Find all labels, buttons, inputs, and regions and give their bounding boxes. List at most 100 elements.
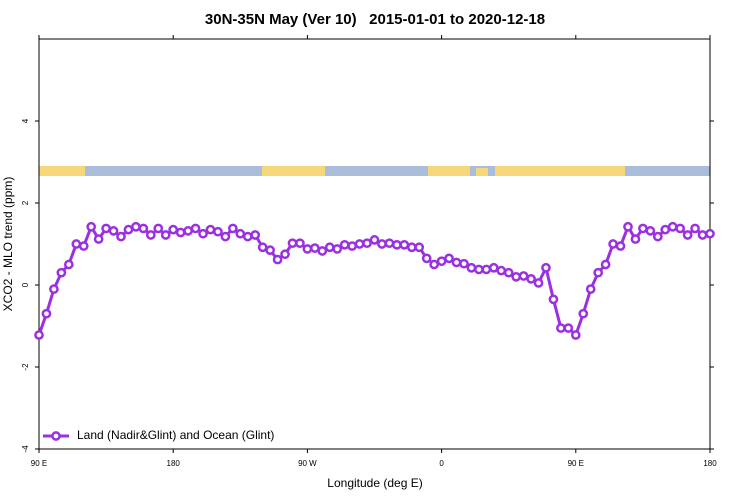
- data-point: [160, 230, 171, 240]
- data-point: [429, 259, 439, 270]
- data-point: [459, 258, 469, 269]
- data-point: [675, 223, 686, 234]
- x-axis-label: Longitude (deg E): [327, 476, 422, 490]
- data-point: [705, 228, 715, 239]
- data-point: [242, 231, 253, 242]
- data-point: [354, 239, 365, 249]
- plot-frame: [38, 38, 711, 450]
- data-point: [399, 239, 410, 250]
- data-point: [49, 284, 59, 294]
- y-axis-label: XCO2 - MLO trend (ppm): [1, 177, 15, 312]
- data-point: [287, 238, 298, 249]
- data-point: [466, 262, 477, 273]
- data-point: [645, 226, 656, 236]
- data-point: [153, 223, 164, 234]
- data-point: [436, 256, 447, 267]
- data-point: [474, 264, 484, 275]
- data-point: [488, 262, 499, 273]
- data-point: [667, 221, 678, 232]
- data-point: [414, 242, 425, 253]
- data-point: [205, 224, 216, 235]
- data-point: [317, 246, 328, 256]
- x-tick-label: 90 W: [298, 459, 317, 468]
- data-point: [34, 330, 44, 340]
- data-point: [78, 241, 89, 251]
- data-point: [630, 234, 641, 244]
- data-point: [347, 241, 357, 251]
- data-point: [168, 224, 179, 235]
- x-tick-label: 90 E: [31, 459, 47, 468]
- data-point: [608, 239, 618, 249]
- data-point: [310, 243, 320, 253]
- data-point: [41, 308, 52, 319]
- data-point: [369, 235, 380, 245]
- data-point: [250, 230, 261, 240]
- data-point: [131, 221, 141, 232]
- data-point: [518, 271, 529, 281]
- data-point: [190, 223, 201, 234]
- data-point: [198, 228, 208, 239]
- data-point: [108, 226, 119, 236]
- data-point: [697, 230, 708, 240]
- data-point: [541, 262, 551, 273]
- legend-marker: [51, 431, 61, 441]
- y-tick-label: 4: [21, 118, 30, 123]
- y-tick-label: -4: [21, 445, 30, 453]
- data-point: [563, 323, 574, 333]
- data-point: [682, 230, 693, 240]
- data-point: [444, 253, 454, 264]
- data-point: [138, 223, 149, 234]
- data-point: [503, 267, 514, 278]
- y-tick-label: -2: [21, 363, 30, 371]
- data-point: [615, 241, 626, 251]
- legend-label: Land (Nadir&Glint) and Ocean (Glint): [77, 428, 274, 442]
- data-point: [362, 238, 372, 249]
- data-point: [690, 223, 700, 234]
- data-point: [145, 230, 156, 240]
- data-point: [213, 226, 223, 237]
- x-tick-label: 0: [439, 459, 444, 468]
- data-point: [295, 238, 305, 249]
- x-tick-label: 180: [703, 459, 717, 468]
- data-point: [302, 244, 313, 254]
- data-point: [257, 242, 268, 253]
- data-point: [481, 264, 492, 275]
- data-point: [570, 330, 581, 340]
- data-point: [623, 221, 633, 232]
- data-point: [511, 271, 522, 282]
- data-point: [71, 239, 82, 249]
- data-point: [86, 221, 97, 232]
- data-point: [175, 227, 186, 238]
- data-point: [392, 239, 402, 250]
- data-point: [227, 223, 238, 234]
- data-point: [660, 224, 671, 235]
- data-point: [123, 224, 134, 235]
- x-tick-label: 180: [167, 459, 181, 468]
- data-point: [638, 223, 648, 234]
- data-point: [93, 234, 104, 244]
- data-point: [183, 226, 193, 236]
- data-point: [116, 231, 126, 242]
- data-point: [421, 253, 432, 264]
- data-point: [220, 231, 231, 242]
- x-tick-label: 90 E: [568, 459, 584, 468]
- data-point: [235, 228, 246, 239]
- data-point: [593, 267, 604, 278]
- data-point: [556, 323, 566, 333]
- data-point: [332, 244, 343, 254]
- data-point: [272, 254, 283, 265]
- y-tick-label: 0: [21, 282, 30, 287]
- data-point: [548, 294, 559, 305]
- data-point: [652, 231, 663, 242]
- data-point: [526, 274, 536, 284]
- data-point: [578, 308, 589, 319]
- data-point: [600, 259, 611, 270]
- data-point: [280, 249, 290, 260]
- data-point: [339, 239, 350, 250]
- data-point: [377, 239, 387, 249]
- data-point: [451, 257, 462, 268]
- data-point: [101, 223, 111, 234]
- data-point: [324, 242, 335, 253]
- data-point: [265, 245, 275, 255]
